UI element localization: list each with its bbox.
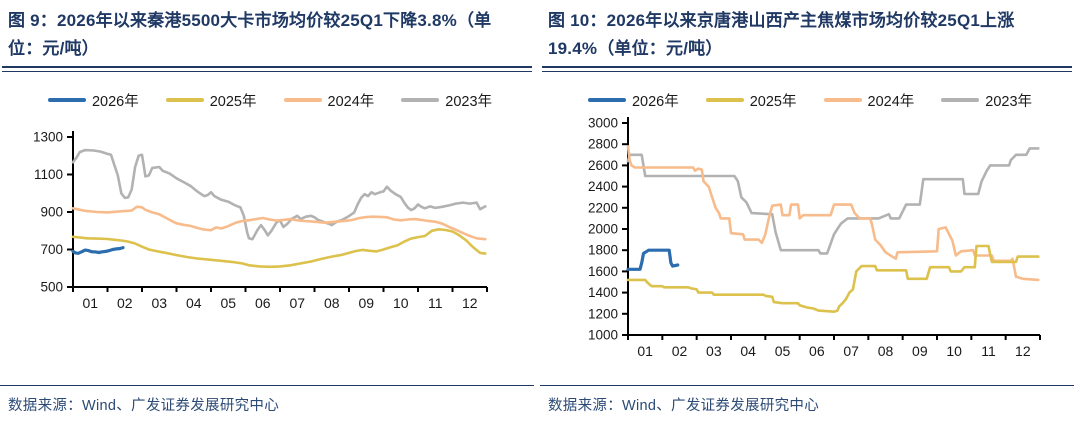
svg-text:08: 08	[878, 343, 894, 359]
legend-swatch-2023	[941, 98, 980, 103]
data-source: 数据来源：Wind、广发证券发展研究中心	[548, 398, 820, 414]
svg-text:01: 01	[82, 295, 98, 311]
legend-item-2025: 2025年	[705, 90, 797, 111]
svg-text:05: 05	[220, 295, 236, 311]
svg-text:700: 700	[40, 242, 63, 257]
data-source: 数据来源：Wind、广发证券发展研究中心	[8, 398, 280, 414]
svg-text:02: 02	[117, 295, 133, 311]
svg-text:900: 900	[40, 205, 63, 220]
svg-text:1800: 1800	[588, 243, 618, 258]
source-rule	[0, 385, 534, 386]
figure-title: 图 10：2026年以来京唐港山西产主焦煤市场均价较25Q1上涨19.4%（单位…	[548, 11, 1015, 58]
figure-panel-qinhuangdao: 图 9：2026年以来秦港5500大卡市场均价较25Q1下降3.8%（单位：元/…	[0, 11, 540, 425]
svg-text:09: 09	[358, 295, 374, 311]
svg-text:01: 01	[637, 343, 653, 359]
source-block: 数据来源：Wind、广发证券发展研究中心	[0, 385, 540, 425]
svg-text:11: 11	[981, 343, 996, 359]
svg-text:07: 07	[289, 295, 305, 311]
svg-text:3000: 3000	[588, 116, 618, 131]
legend-item-2024: 2024年	[283, 90, 375, 111]
svg-text:1200: 1200	[588, 306, 618, 321]
legend-label: 2026年	[91, 93, 139, 110]
source-rule	[540, 385, 1074, 386]
svg-text:1300: 1300	[33, 130, 63, 145]
svg-text:500: 500	[40, 280, 63, 295]
qinhuangdao-coal-price-line-chart: 500 700 900 1100 1300 01 02 03 04 05 06 07 08 09 10 11 1…	[33, 130, 488, 311]
legend-swatch-2026	[47, 98, 86, 103]
legend-label: 2025年	[209, 93, 257, 110]
svg-text:05: 05	[775, 343, 791, 359]
chart-legend: 2026年 2025年 2024年 2023年	[540, 89, 1080, 111]
svg-text:09: 09	[912, 343, 928, 359]
svg-text:2200: 2200	[588, 200, 618, 215]
svg-text:11: 11	[428, 295, 443, 311]
legend-item-2023: 2023年	[941, 90, 1032, 111]
svg-text:06: 06	[809, 343, 825, 359]
jingtang-coking-coal-price-line-chart: 1000 1200 1400 1600 1800 2000 2200 2400 2600 2800…	[588, 116, 1041, 359]
svg-text:1600: 1600	[588, 264, 618, 279]
svg-text:2000: 2000	[588, 222, 618, 237]
legend-swatch-2026	[587, 98, 626, 103]
legend-item-2026: 2026年	[47, 90, 139, 111]
svg-text:2400: 2400	[588, 179, 618, 194]
legend-swatch-2025	[165, 98, 204, 103]
figure-title: 图 9：2026年以来秦港5500大卡市场均价较25Q1下降3.8%（单位：元/…	[8, 11, 492, 58]
legend-item-2026: 2026年	[587, 90, 679, 111]
legend-label: 2024年	[867, 93, 915, 110]
chart-legend: 2026年 2025年 2024年 2023年	[0, 89, 540, 111]
svg-text:1100: 1100	[34, 167, 63, 182]
legend-swatch-2025	[705, 98, 744, 103]
figure-panel-jingtang: 图 10：2026年以来京唐港山西产主焦煤市场均价较25Q1上涨19.4%（单位…	[540, 0, 1080, 425]
legend-label: 2026年	[631, 93, 679, 110]
legend-label: 2024年	[327, 93, 375, 110]
legend-swatch-2024	[823, 98, 862, 103]
legend-item-2025: 2025年	[165, 90, 257, 111]
svg-text:2600: 2600	[588, 158, 618, 173]
svg-text:1000: 1000	[588, 328, 618, 343]
svg-text:02: 02	[672, 343, 688, 359]
svg-text:06: 06	[255, 295, 271, 311]
legend-label: 2023年	[985, 93, 1033, 110]
svg-text:03: 03	[151, 295, 167, 311]
svg-text:10: 10	[393, 295, 409, 311]
legend-label: 2025年	[749, 93, 797, 110]
legend-swatch-2023	[401, 98, 440, 103]
source-block: 数据来源：Wind、广发证券发展研究中心	[540, 385, 1080, 425]
title-rule	[2, 66, 532, 73]
legend-item-2023: 2023年	[401, 90, 492, 111]
svg-text:03: 03	[706, 343, 722, 359]
svg-text:12: 12	[462, 295, 478, 311]
svg-text:2800: 2800	[588, 137, 618, 152]
legend-item-2024: 2024年	[823, 90, 915, 111]
svg-text:12: 12	[1015, 343, 1031, 359]
title-rule	[542, 66, 1072, 73]
svg-text:07: 07	[843, 343, 859, 359]
svg-text:04: 04	[186, 295, 202, 311]
svg-text:08: 08	[324, 295, 340, 311]
legend-label: 2023年	[445, 93, 493, 110]
svg-text:10: 10	[946, 343, 962, 359]
svg-text:1400: 1400	[588, 285, 618, 300]
legend-swatch-2024	[283, 98, 322, 103]
svg-text:04: 04	[740, 343, 756, 359]
